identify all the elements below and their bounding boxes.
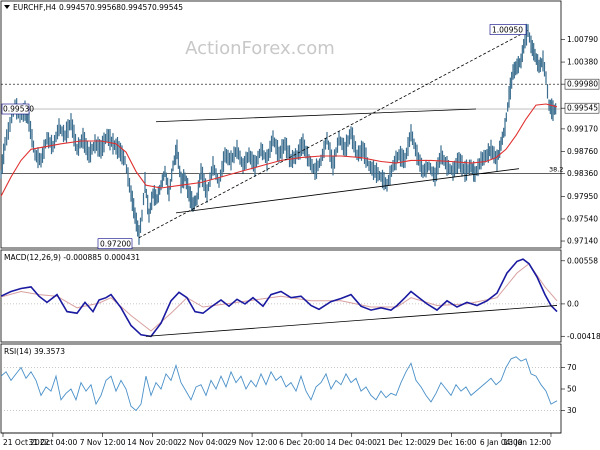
x-tick-label: 31 Oct 04:00: [28, 438, 77, 447]
high-label: 1.00950: [492, 26, 523, 35]
price-tick-label: 0.99980: [567, 80, 598, 89]
price-axis: 1.00790 1.00380 0.99980 0.99545 0.99170 0.987…: [561, 35, 600, 246]
ohlc-high: 0.99568: [90, 3, 121, 12]
x-tick-label: 7 Nov 12:00: [80, 438, 126, 447]
rsi-series: [0, 356, 558, 412]
rsi-tick-label: 30: [567, 406, 577, 415]
price-pane: ActionForex.com EURCHF,H4 0.99457 0.9956…: [0, 0, 600, 250]
price-series: [0, 23, 561, 245]
x-tick-label: 14 Nov 20:00: [127, 438, 178, 447]
price-pane-border: [0, 0, 562, 249]
ohlc-open: 0.99457: [59, 3, 90, 12]
x-tick-label: 29 Dec 16:00: [426, 438, 477, 447]
collapse-triangle-icon[interactable]: [4, 5, 10, 9]
price-tick-label: 1.00790: [567, 35, 598, 44]
x-tick-label: 21 Oct 2022: [3, 438, 50, 447]
channel-upper-trendline: [155, 108, 477, 123]
macd-tick-label: 0.0: [567, 299, 579, 308]
macd-series: [0, 258, 558, 338]
ohlc-low: 0.99457: [121, 3, 152, 12]
left-level-label: 0.99530: [3, 105, 34, 114]
macd-signal-line: [0, 262, 558, 332]
macd-axis: 0.00558 0.0 -0.004188: [561, 256, 600, 341]
macd-line: [0, 258, 558, 338]
rsi-tick-label: 70: [567, 363, 577, 372]
channel-lower-trendline: [175, 168, 520, 214]
x-tick-label: 6 Dec 20:00: [279, 438, 325, 447]
macd-tick-label: -0.004188: [567, 332, 600, 341]
x-tick-label: 6 Jan 04:00: [480, 438, 523, 447]
price-tick-label: 0.99170: [567, 124, 598, 133]
rsi-line: [0, 356, 558, 412]
watermark: ActionForex.com: [185, 38, 335, 59]
price-tick-label: 0.97540: [567, 214, 598, 223]
low-label: 0.97200: [100, 240, 131, 249]
ohlc-close: 0.99545: [152, 3, 183, 12]
level-price-box: [564, 78, 600, 90]
price-header: EURCHF,H4 0.99457 0.99568 0.99457 0.9954…: [4, 3, 183, 12]
rsi-label: RSI(14) 39.3573: [4, 347, 65, 356]
x-tick-label: 21 Dec 12:00: [376, 438, 427, 447]
high-label-box: [489, 24, 527, 35]
price-tick-label: 0.98360: [567, 169, 598, 178]
rsi-grid: [1, 367, 561, 411]
x-tick-label: 14 Dec 04:00: [327, 438, 378, 447]
moving-average-line: [0, 103, 558, 197]
price-tick-label: 0.99545: [567, 104, 598, 113]
x-tick-label: 22 Nov 04:00: [177, 438, 228, 447]
macd-trendline: [145, 305, 558, 337]
left-level-box: [1, 103, 30, 115]
macd-pane: MACD(12,26,9) -0.000885 0.000431 0.00558…: [0, 249, 600, 343]
macd-tick-label: 0.00558: [567, 256, 598, 265]
macd-label: MACD(12,26,9) -0.000885 0.000431: [4, 253, 140, 262]
low-label-box: [97, 238, 133, 250]
price-tick-label: 0.98760: [567, 147, 598, 156]
rsi-pane: RSI(14) 39.3573 70 50 30: [0, 343, 577, 434]
price-tick-label: 0.97950: [567, 192, 598, 201]
price-tick-label: 0.97140: [567, 237, 598, 246]
x-tick-label: 13 Jan 12:00: [504, 438, 552, 447]
x-tick-label: 29 Nov 12:00: [227, 438, 278, 447]
current-price-box: [564, 102, 600, 114]
dashed-rise-trendline: [138, 30, 529, 239]
rsi-pane-border: [0, 343, 562, 434]
price-tick-label: 1.00380: [567, 58, 598, 67]
fib-label: 38.2: [549, 166, 563, 174]
symbol-label: EURCHF,H4: [13, 3, 56, 12]
price-annotations: 1.00950 0.99530 0.97200 38.2: [1, 24, 563, 250]
rsi-tick-label: 50: [567, 385, 577, 394]
rsi-axis: 70 50 30: [561, 363, 577, 415]
